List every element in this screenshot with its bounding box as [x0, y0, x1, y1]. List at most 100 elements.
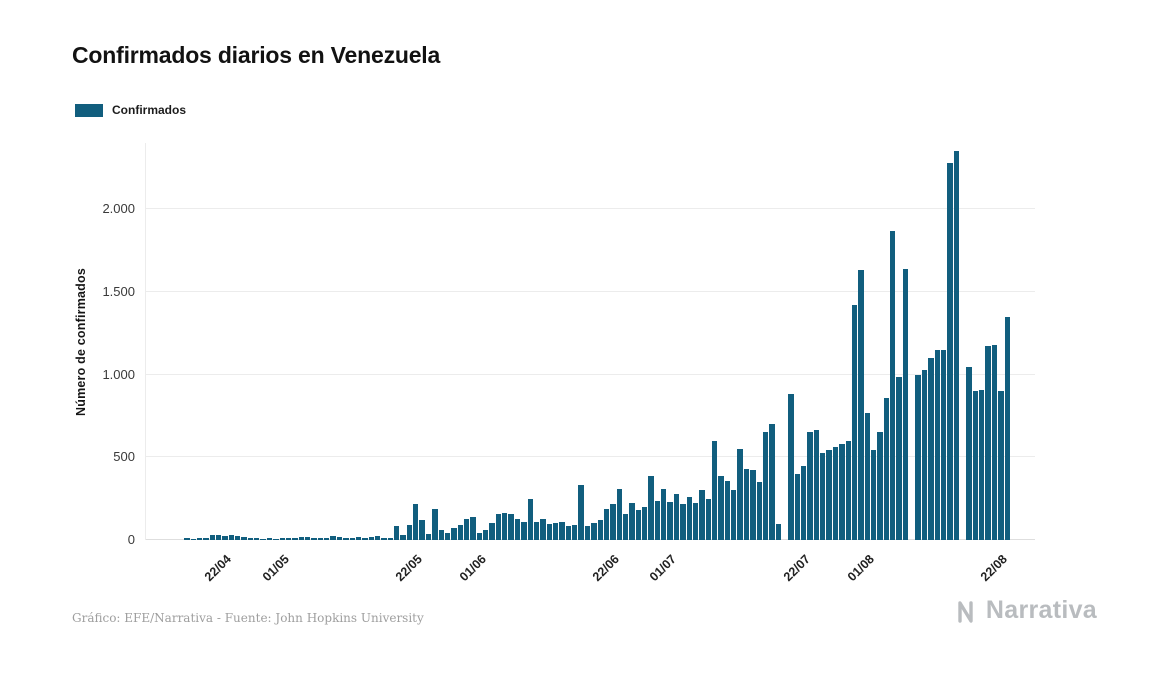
- bar: [947, 162, 953, 540]
- bar: [794, 473, 801, 540]
- bar: [737, 449, 743, 540]
- bar: [578, 485, 584, 540]
- bar: [298, 537, 304, 540]
- bar: [247, 538, 254, 540]
- bar: [775, 524, 781, 540]
- bar: [858, 270, 864, 540]
- bar: [934, 349, 940, 540]
- bar: [514, 518, 521, 540]
- bar: [521, 521, 527, 540]
- bar: [235, 535, 241, 540]
- bar: [921, 369, 928, 540]
- bar: [692, 502, 699, 540]
- bar: [807, 431, 813, 540]
- bar: [285, 537, 292, 540]
- y-tick-label: 2.000: [102, 201, 135, 217]
- bar: [196, 538, 203, 540]
- bar: [444, 532, 451, 540]
- bar: [877, 432, 883, 540]
- bar: [413, 504, 419, 540]
- bar: [928, 358, 934, 540]
- bar: [985, 346, 991, 540]
- bar: [870, 449, 877, 540]
- x-tick-label: 01/05: [259, 552, 292, 585]
- bar: [483, 530, 489, 540]
- bar: [743, 468, 750, 540]
- bar: [826, 449, 832, 540]
- bar: [680, 504, 686, 540]
- bar: [845, 440, 851, 540]
- bar: [788, 394, 794, 540]
- x-tick-label: 22/05: [393, 552, 426, 585]
- bar: [273, 539, 279, 540]
- bar: [839, 444, 845, 540]
- bar: [215, 534, 222, 540]
- bar: [502, 512, 508, 540]
- bar: [419, 520, 425, 540]
- bar: [362, 537, 368, 540]
- x-tick-label: 22/04: [202, 552, 235, 585]
- bar: [813, 430, 820, 540]
- bar: [438, 530, 444, 540]
- bar: [260, 538, 266, 540]
- gridline: [145, 208, 1035, 210]
- bar: [330, 536, 336, 540]
- bar: [304, 536, 311, 540]
- bar: [940, 349, 947, 540]
- bar: [457, 525, 463, 540]
- bar: [667, 501, 673, 540]
- bar: [451, 527, 457, 540]
- bar: [184, 538, 190, 540]
- x-tick-label: 22/08: [977, 552, 1010, 585]
- y-axis-line: [145, 143, 146, 540]
- bar: [718, 475, 724, 540]
- plot-area: [145, 143, 1035, 540]
- legend-label: Confirmados: [112, 103, 187, 117]
- bar: [470, 516, 476, 540]
- gridline: [145, 456, 1035, 458]
- bar: [572, 525, 578, 540]
- bar: [731, 490, 737, 540]
- bar: [565, 525, 572, 540]
- bar: [597, 520, 603, 540]
- x-tick-label: 01/08: [844, 552, 877, 585]
- narrativa-logo: Narrativa: [955, 596, 1097, 625]
- bar: [635, 510, 642, 540]
- bar: [400, 535, 406, 540]
- x-tick-label: 01/06: [456, 552, 489, 585]
- bar: [991, 344, 998, 540]
- bar: [266, 538, 273, 540]
- bar: [336, 537, 343, 540]
- bar: [972, 391, 979, 540]
- narrativa-wordmark: Narrativa: [985, 596, 1097, 624]
- gridline: [145, 290, 1035, 292]
- bar: [495, 514, 502, 540]
- bar: [622, 513, 629, 540]
- bar: [832, 447, 839, 540]
- bar: [508, 513, 514, 540]
- bar: [1004, 316, 1010, 540]
- legend-swatch: [75, 103, 103, 117]
- bar: [616, 488, 622, 540]
- bar: [209, 535, 215, 540]
- bar: [629, 502, 635, 540]
- bar: [368, 537, 374, 540]
- bar: [527, 499, 533, 540]
- bar: [902, 268, 909, 540]
- bar: [801, 465, 807, 540]
- bar: [648, 475, 654, 540]
- bar: [699, 490, 705, 540]
- bar: [559, 521, 565, 540]
- x-axis-tick-labels: 22/04 01/05 22/05 01/06 22/06 01/07 22/07 01/08…: [145, 540, 1035, 615]
- bar: [432, 509, 438, 540]
- y-axis-tick-labels: 0 500 1.000 1.500 2.000: [30, 143, 135, 547]
- bar: [966, 367, 972, 540]
- bar: [750, 469, 756, 540]
- bar: [979, 390, 985, 540]
- chart-title: Confirmados diarios en Venezuela: [72, 42, 441, 68]
- bar: [425, 534, 432, 540]
- bar: [603, 508, 610, 540]
- bar: [591, 523, 597, 540]
- bar: [311, 538, 317, 540]
- bar: [349, 537, 355, 540]
